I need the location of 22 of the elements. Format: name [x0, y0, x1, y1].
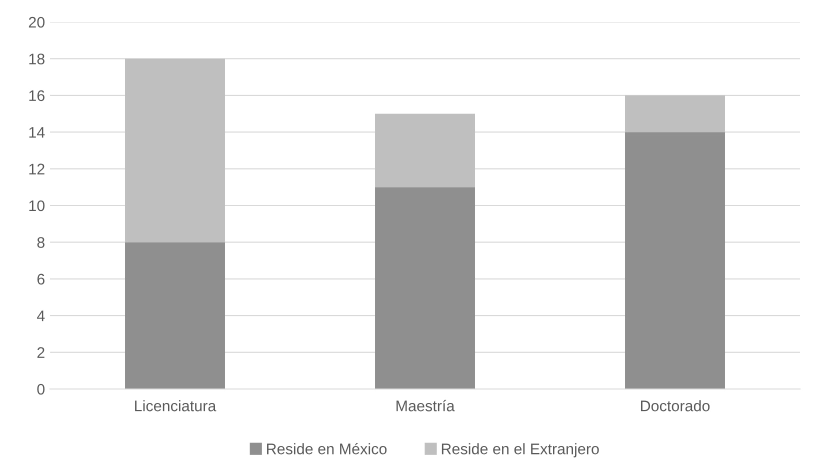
legend-label: Reside en México — [267, 442, 387, 454]
y-tick-label: 18 — [29, 54, 44, 64]
bar — [375, 114, 475, 188]
y-tick-label: 8 — [37, 237, 44, 248]
y-tick-label: 4 — [36, 310, 45, 322]
bar — [625, 132, 725, 389]
bar — [625, 95, 725, 132]
x-tick-label: Licenciatura — [135, 400, 216, 412]
legend-label: Reside en el Extranjero — [442, 443, 599, 458]
y-tick-label: 16 — [29, 90, 44, 102]
y-tick-label: 12 — [29, 164, 44, 174]
bar — [375, 187, 475, 389]
y-tick-label: 0 — [37, 384, 45, 395]
bar — [125, 58, 225, 242]
y-tick-label: 14 — [29, 127, 45, 138]
y-tick-label: 6 — [37, 274, 44, 285]
x-tick-label: Maestría — [396, 400, 455, 412]
y-tick-label: 10 — [29, 200, 45, 212]
bar — [125, 242, 225, 389]
y-tick-label: 20 — [28, 16, 45, 28]
y-tick-label: 2 — [37, 347, 44, 358]
x-tick-label: Doctorado — [641, 400, 710, 412]
